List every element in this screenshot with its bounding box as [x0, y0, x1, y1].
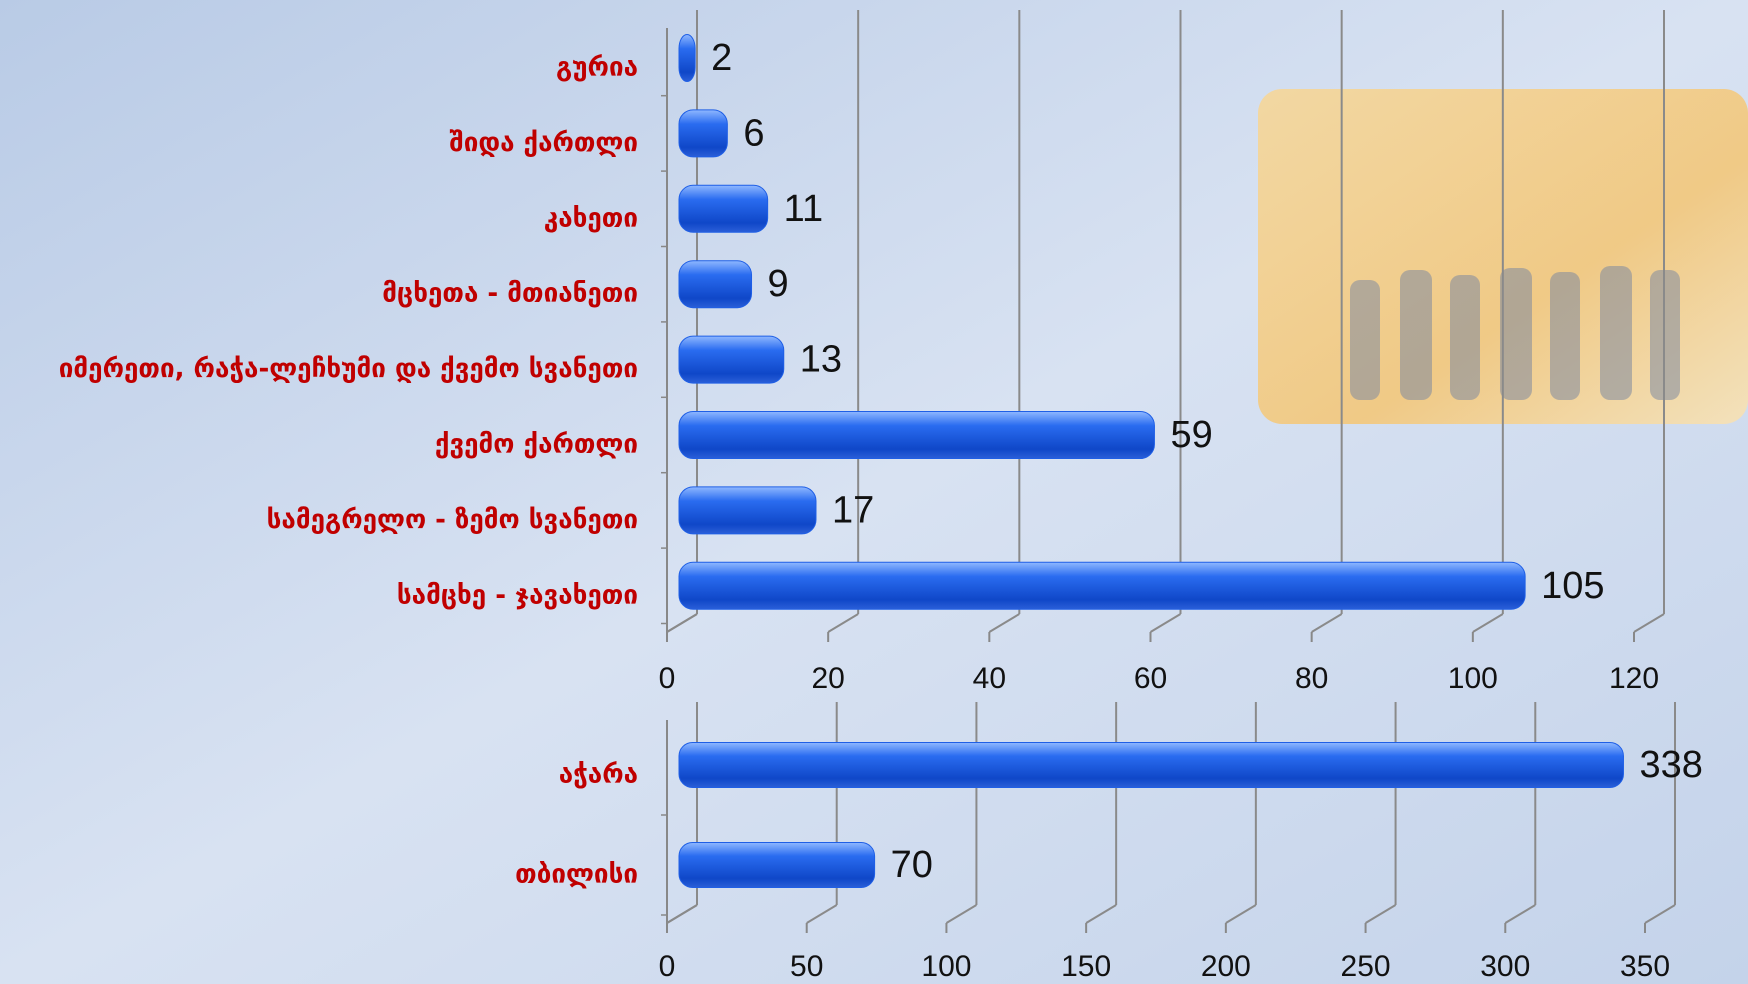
category-label: კახეთი [544, 203, 638, 233]
category-label: შიდა ქართლი [449, 128, 638, 158]
category-label: სამეგრელო - ზემო სვანეთი [267, 505, 638, 535]
value-label: 11 [784, 188, 823, 230]
x-tick-label: 80 [1295, 662, 1328, 695]
grid-line [1504, 904, 1536, 924]
category-label: იმერეთი, რაჭა-ლეჩხუმი და ქვემო სვანეთი [59, 354, 638, 384]
grid-line [666, 613, 698, 633]
grid-line [1149, 613, 1182, 633]
x-tick-label: 150 [1061, 950, 1111, 983]
x-tick-label: 0 [659, 950, 676, 983]
x-tick-label: 120 [1609, 662, 1659, 695]
x-tick-label: 0 [659, 662, 676, 695]
bar [678, 742, 1624, 788]
bar [678, 842, 876, 888]
bar [678, 260, 753, 309]
bar [678, 561, 1526, 610]
decor-silhouettes [1350, 266, 1680, 400]
x-tick-label: 100 [1448, 662, 1498, 695]
bar [678, 411, 1155, 459]
value-label: 2 [711, 37, 732, 79]
bar [678, 486, 817, 535]
grid-line [1311, 613, 1343, 633]
value-label: 338 [1639, 744, 1702, 786]
grid-line [988, 613, 1020, 633]
category-label: ქვემო ქართლი [435, 430, 638, 460]
category-label: აჭარა [559, 760, 638, 790]
x-tick-label: 200 [1201, 950, 1251, 983]
category-label: სამცხე - ჯავახეთი [397, 580, 638, 610]
grid-line [1225, 904, 1257, 924]
grid-line [1085, 904, 1117, 924]
x-tick-label: 350 [1620, 950, 1670, 983]
value-label: 9 [768, 263, 789, 305]
grid-line [945, 904, 977, 924]
x-tick-label: 300 [1480, 950, 1530, 983]
x-tick-label: 250 [1341, 950, 1391, 983]
x-tick-label: 100 [921, 950, 971, 983]
value-label: 70 [891, 844, 933, 886]
grid-line [1644, 904, 1676, 924]
value-label: 6 [743, 112, 764, 154]
grid-line [1472, 613, 1504, 633]
grid-line [827, 613, 859, 633]
grid-line [666, 904, 698, 924]
x-tick-label: 40 [973, 662, 1006, 695]
x-tick-label: 60 [1134, 662, 1167, 695]
bar [678, 184, 769, 233]
category-label: მცხეთა - მთიანეთი [382, 279, 638, 309]
bar [678, 109, 728, 158]
category-label: თბილისი [515, 860, 638, 890]
x-tick-label: 20 [811, 662, 844, 695]
value-label: 17 [832, 489, 874, 531]
grid-line [1633, 613, 1665, 633]
grid-line [1365, 904, 1397, 924]
value-label: 105 [1541, 565, 1604, 607]
bar [678, 335, 785, 384]
bar [678, 34, 696, 82]
x-tick-label: 50 [790, 950, 823, 983]
grid-line [806, 904, 838, 924]
value-label: 59 [1170, 414, 1212, 456]
category-label: გურია [556, 53, 638, 83]
value-label: 13 [800, 339, 842, 381]
